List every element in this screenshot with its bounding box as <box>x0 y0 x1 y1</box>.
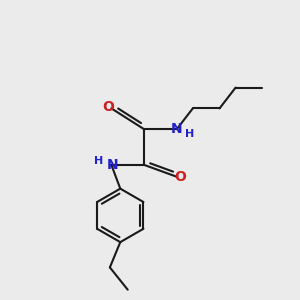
Text: H: H <box>184 129 194 139</box>
Text: N: N <box>107 158 119 172</box>
Text: O: O <box>102 100 114 114</box>
Text: N: N <box>171 122 183 136</box>
Text: H: H <box>94 156 104 166</box>
Text: O: O <box>174 170 186 184</box>
